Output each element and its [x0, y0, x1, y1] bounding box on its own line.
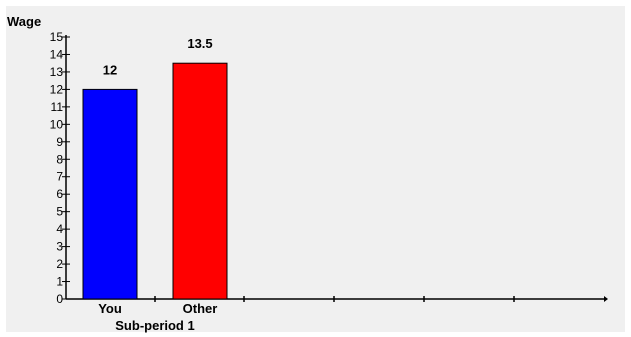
- data-label-other: 13.5: [187, 36, 212, 51]
- bar-you: [82, 88, 138, 300]
- y-tick-label-8: 8: [56, 152, 63, 166]
- y-tick-label-9: 9: [56, 135, 63, 149]
- x-axis-arrow: [604, 296, 608, 302]
- y-tick-label-10: 10: [50, 117, 64, 131]
- y-tick-label-1: 1: [56, 275, 63, 289]
- y-tick-label-3: 3: [56, 240, 63, 254]
- y-tick-label-13: 13: [50, 65, 64, 79]
- data-label-you: 12: [103, 62, 117, 77]
- sub-period-label: Sub-period 1: [115, 318, 194, 333]
- y-tick-label-14: 14: [50, 47, 64, 61]
- y-tick-label-0: 0: [56, 292, 63, 306]
- category-label-you: You: [98, 301, 122, 316]
- y-tick-label-7: 7: [56, 170, 63, 184]
- y-tick-label-15: 15: [50, 30, 64, 44]
- y-tick-label-2: 2: [56, 257, 63, 271]
- category-label-other: Other: [183, 301, 218, 316]
- y-tick-label-5: 5: [56, 205, 63, 219]
- y-tick-label-12: 12: [50, 82, 64, 96]
- bar-other: [172, 62, 228, 300]
- y-tick-label-6: 6: [56, 187, 63, 201]
- y-tick-label-4: 4: [56, 222, 63, 236]
- y-tick-label-11: 11: [51, 100, 64, 114]
- y-axis-label: Wage: [7, 14, 41, 29]
